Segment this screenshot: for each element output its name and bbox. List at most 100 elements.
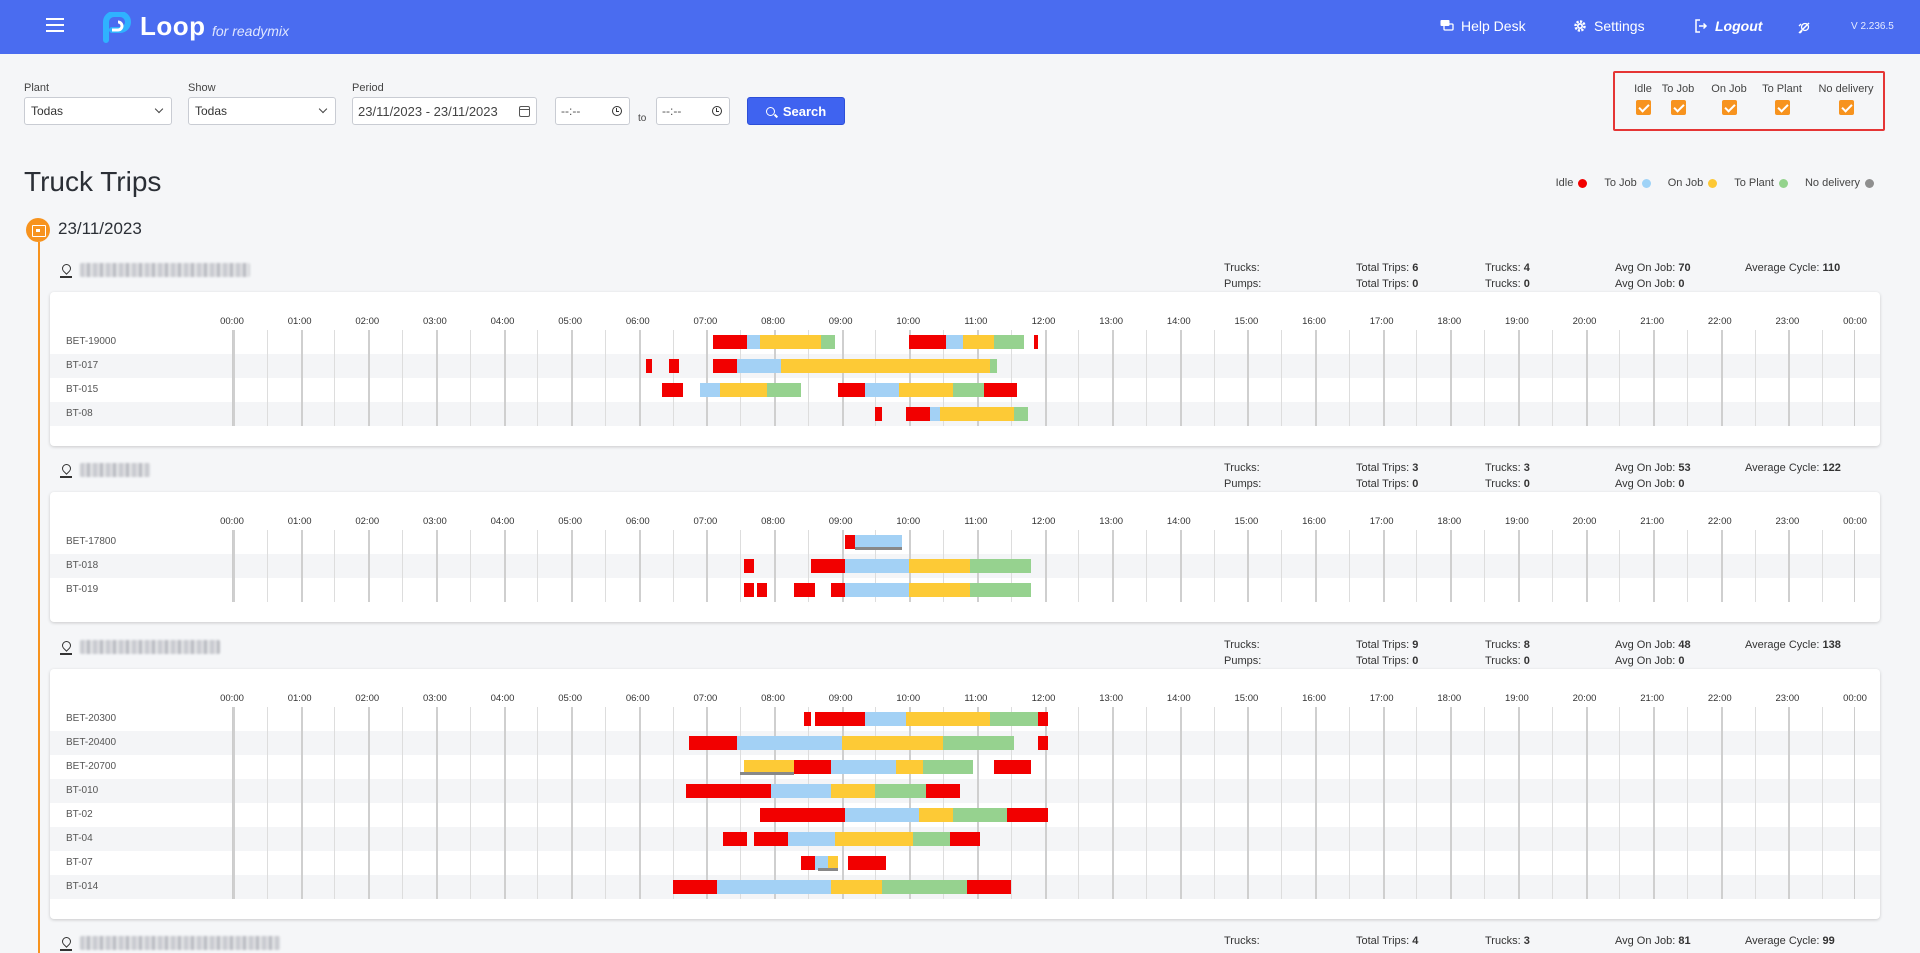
trip-segment-idle[interactable] xyxy=(794,583,815,597)
trip-segment-idle[interactable] xyxy=(757,583,768,597)
trip-segment-toplant[interactable] xyxy=(993,335,1025,349)
trip-segment-idle[interactable] xyxy=(1037,736,1048,750)
status-checkbox[interactable] xyxy=(1838,100,1854,115)
trip-segment-onjob[interactable] xyxy=(760,335,822,349)
trip-segment-tojob[interactable] xyxy=(855,535,903,549)
trip-segment-tojob[interactable] xyxy=(831,760,896,774)
trip-segment-onjob[interactable] xyxy=(831,880,883,894)
status-checkbox[interactable] xyxy=(1635,100,1651,115)
trip-segment-idle[interactable] xyxy=(645,359,653,373)
trip-segment-toplant[interactable] xyxy=(970,583,1031,597)
trip-segment-toplant[interactable] xyxy=(1014,407,1028,421)
trip-segment-onjob[interactable] xyxy=(831,784,876,798)
trip-segment-tojob[interactable] xyxy=(787,832,835,846)
settings-link[interactable]: Settings xyxy=(1573,18,1645,34)
trip-segment-idle[interactable] xyxy=(753,832,788,846)
trip-segment-idle[interactable] xyxy=(875,407,883,421)
trip-segment-onjob[interactable] xyxy=(743,760,795,774)
trip-segment-idle[interactable] xyxy=(760,808,845,822)
trip-segment-onjob[interactable] xyxy=(939,407,1015,421)
help-desk-link[interactable]: Help Desk xyxy=(1440,18,1526,34)
period-date-range-input[interactable]: 23/11/2023 - 23/11/2023 xyxy=(352,97,537,125)
trip-segment-tojob[interactable] xyxy=(845,583,910,597)
trip-segment-idle[interactable] xyxy=(743,583,754,597)
trip-segment-onjob[interactable] xyxy=(899,383,954,397)
trip-segment-tojob[interactable] xyxy=(845,559,910,573)
trip-segment-idle[interactable] xyxy=(713,335,747,349)
trip-segment-onjob[interactable] xyxy=(909,559,971,573)
theme-toggle-icon[interactable] xyxy=(1797,21,1811,35)
trip-segment-toplant[interactable] xyxy=(953,808,1008,822)
trip-segment-toplant[interactable] xyxy=(943,736,1015,750)
trip-segment-idle[interactable] xyxy=(662,383,683,397)
trip-segment-tojob[interactable] xyxy=(865,383,900,397)
trip-segment-idle[interactable] xyxy=(838,383,866,397)
trip-segment-idle[interactable] xyxy=(1007,808,1048,822)
trip-segment-idle[interactable] xyxy=(689,736,737,750)
trip-segment-onjob[interactable] xyxy=(909,583,971,597)
time-from-input[interactable]: --:-- xyxy=(555,97,630,125)
trip-segment-idle[interactable] xyxy=(926,784,960,798)
trip-segment-idle[interactable] xyxy=(801,856,815,870)
trip-segment-toplant[interactable] xyxy=(821,335,835,349)
trip-segment-idle[interactable] xyxy=(743,559,754,573)
plant-select[interactable]: Todas xyxy=(24,97,172,125)
trip-segment-onjob[interactable] xyxy=(841,736,944,750)
trip-segment-idle[interactable] xyxy=(723,832,747,846)
trip-segment-onjob[interactable] xyxy=(963,335,994,349)
time-to-input[interactable]: --:-- xyxy=(656,97,730,125)
trip-segment-tojob[interactable] xyxy=(736,736,842,750)
trip-segment-idle[interactable] xyxy=(686,784,771,798)
trip-segment-idle[interactable] xyxy=(993,760,1031,774)
trip-segment-toplant[interactable] xyxy=(922,760,974,774)
trip-segment-tojob[interactable] xyxy=(716,880,832,894)
trip-segment-onjob[interactable] xyxy=(780,359,991,373)
logout-link[interactable]: Logout xyxy=(1694,18,1762,34)
trip-segment-tojob[interactable] xyxy=(736,359,781,373)
trip-segment-idle[interactable] xyxy=(983,383,1018,397)
trip-segment-toplant[interactable] xyxy=(990,712,1038,726)
search-button[interactable]: Search xyxy=(747,97,845,125)
status-checkbox[interactable] xyxy=(1670,100,1686,115)
trip-segment-tojob[interactable] xyxy=(814,856,829,870)
trip-segment-onjob[interactable] xyxy=(834,832,913,846)
trip-segment-idle[interactable] xyxy=(848,856,886,870)
trip-segment-idle[interactable] xyxy=(845,535,856,549)
trip-segment-tojob[interactable] xyxy=(845,808,920,822)
trip-segment-onjob[interactable] xyxy=(895,760,923,774)
trip-segment-toplant[interactable] xyxy=(875,784,927,798)
trip-segment-toplant[interactable] xyxy=(767,383,802,397)
trip-segment-onjob[interactable] xyxy=(828,856,839,870)
hamburger-menu-icon[interactable] xyxy=(46,18,64,32)
trip-segment-idle[interactable] xyxy=(905,407,930,421)
trip-segment-onjob[interactable] xyxy=(905,712,991,726)
trip-segment-tojob[interactable] xyxy=(699,383,720,397)
trip-segment-idle[interactable] xyxy=(669,359,680,373)
trip-segment-idle[interactable] xyxy=(949,832,981,846)
trip-segment-idle[interactable] xyxy=(966,880,1011,894)
trip-segment-idle[interactable] xyxy=(672,880,717,894)
trip-segment-idle[interactable] xyxy=(1034,335,1038,349)
trip-segment-tojob[interactable] xyxy=(865,712,906,726)
trip-segment-idle[interactable] xyxy=(794,760,832,774)
trip-segment-tojob[interactable] xyxy=(770,784,832,798)
trip-segment-idle[interactable] xyxy=(811,559,845,573)
trip-segment-idle[interactable] xyxy=(1037,712,1048,726)
trip-segment-idle[interactable] xyxy=(831,583,845,597)
trip-segment-tojob[interactable] xyxy=(946,335,964,349)
status-checkbox[interactable] xyxy=(1774,100,1790,115)
trip-segment-idle[interactable] xyxy=(909,335,947,349)
trip-segment-idle[interactable] xyxy=(814,712,866,726)
trip-segment-toplant[interactable] xyxy=(953,383,984,397)
trip-segment-toplant[interactable] xyxy=(912,832,950,846)
trip-segment-tojob[interactable] xyxy=(746,335,761,349)
trip-segment-onjob[interactable] xyxy=(719,383,768,397)
trip-segment-toplant[interactable] xyxy=(990,359,998,373)
trip-segment-onjob[interactable] xyxy=(919,808,954,822)
status-checkbox[interactable] xyxy=(1721,100,1737,115)
trip-segment-idle[interactable] xyxy=(804,712,812,726)
trip-segment-tojob[interactable] xyxy=(929,407,940,421)
trip-segment-toplant[interactable] xyxy=(970,559,1031,573)
show-select[interactable]: Todas xyxy=(188,97,336,125)
trip-segment-toplant[interactable] xyxy=(882,880,967,894)
